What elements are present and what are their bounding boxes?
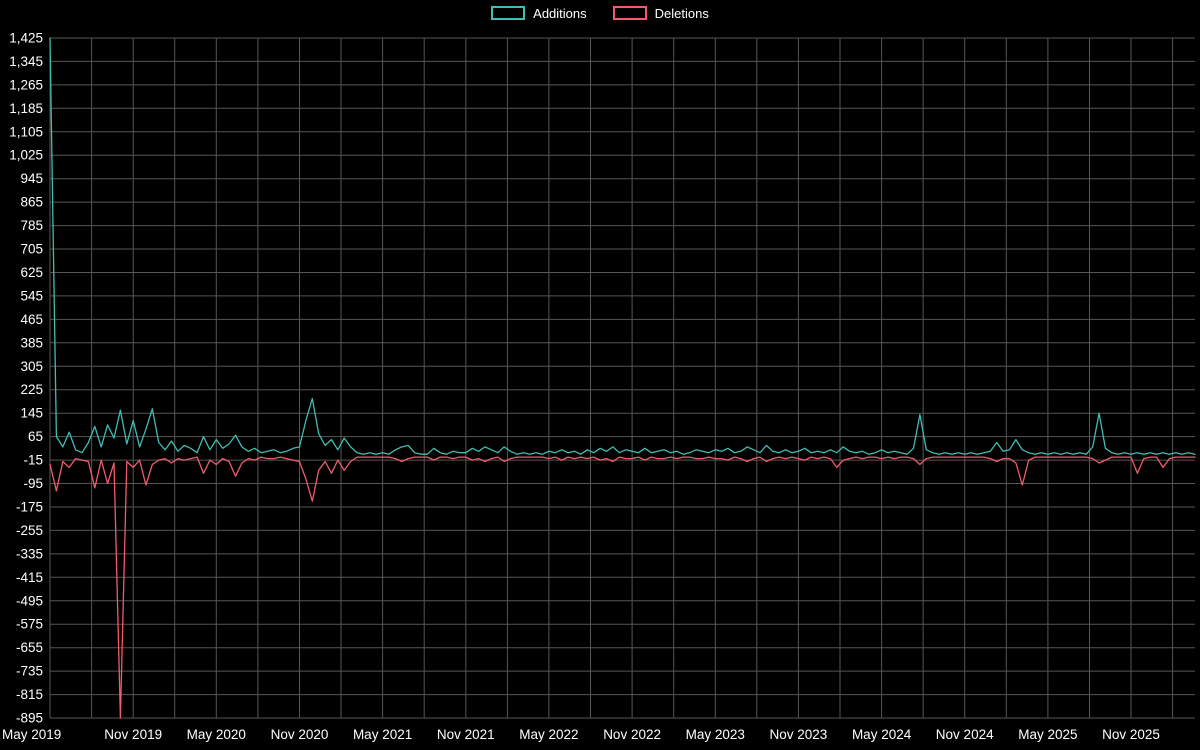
y-axis-tick-label: -495 — [16, 593, 43, 608]
y-axis-tick-label: 1,425 — [9, 31, 43, 46]
additions-line — [49, 37, 1196, 455]
x-axis-tick-label: May 2024 — [852, 727, 912, 742]
y-axis-tick-label: -175 — [16, 500, 43, 515]
y-axis-tick-label: 465 — [20, 312, 43, 327]
y-axis-tick-label: 865 — [20, 195, 43, 210]
x-axis-tick-label: May 2022 — [519, 727, 578, 742]
x-axis-tick-label: May 2021 — [353, 727, 412, 742]
legend-item-additions[interactable]: Additions — [491, 5, 587, 21]
x-axis-tick-label: May 2020 — [187, 727, 246, 742]
x-axis-tick-label: Nov 2022 — [603, 727, 661, 742]
x-axis-tick-label: May 2019 — [2, 727, 61, 742]
x-axis-tick-label: Nov 2021 — [437, 727, 495, 742]
y-axis-tick-label: 545 — [20, 288, 43, 303]
deletions-legend-label: Deletions — [654, 5, 709, 21]
y-axis-tick-label: 785 — [20, 218, 43, 233]
y-axis-tick-label: 945 — [20, 171, 43, 186]
y-axis-tick-label: 385 — [20, 335, 43, 350]
additions-swatch — [491, 6, 526, 20]
additions-legend-label: Additions — [533, 5, 587, 21]
x-axis-tick-label: Nov 2025 — [1102, 727, 1160, 742]
y-axis-tick-label: 225 — [20, 382, 43, 397]
deletions-line — [49, 456, 1196, 719]
chart-legend: Additions Deletions — [0, 6, 1200, 20]
y-axis-tick-label: 1,265 — [9, 77, 43, 92]
y-axis-tick-label: 1,185 — [9, 101, 43, 116]
y-axis-tick-label: 705 — [20, 242, 43, 257]
y-axis-tick-label: -15 — [23, 453, 43, 468]
y-axis-tick-label: 625 — [20, 265, 43, 280]
y-axis-tick-label: -735 — [16, 664, 43, 679]
y-axis-tick-label: 1,025 — [9, 148, 43, 163]
x-axis-tick-label: Nov 2023 — [770, 727, 828, 742]
x-axis-tick-label: May 2025 — [1018, 727, 1077, 742]
y-axis-tick-label: 145 — [20, 406, 43, 421]
y-axis-tick-label: 1,345 — [9, 54, 43, 69]
y-axis-tick-label: -415 — [16, 570, 43, 585]
x-axis-tick-label: Nov 2024 — [936, 727, 994, 742]
x-axis-tick-label: May 2023 — [686, 727, 745, 742]
y-axis-tick-label: 65 — [28, 429, 43, 444]
y-axis-tick-label: 305 — [20, 359, 43, 374]
y-axis-tick-label: -255 — [16, 523, 43, 538]
legend-item-deletions[interactable]: Deletions — [612, 5, 709, 21]
x-axis-tick-label: Nov 2020 — [271, 727, 329, 742]
y-axis-tick-label: 1,105 — [9, 124, 43, 139]
deletions-swatch — [612, 6, 647, 20]
y-axis-tick-label: -95 — [23, 476, 43, 491]
y-axis-tick-label: -895 — [16, 711, 43, 726]
y-axis-tick-label: -575 — [16, 617, 43, 632]
x-axis-tick-label: Nov 2019 — [104, 727, 162, 742]
y-axis-tick-label: -335 — [16, 546, 43, 561]
y-axis-tick-label: -655 — [16, 640, 43, 655]
y-axis-tick-label: -815 — [16, 687, 43, 702]
